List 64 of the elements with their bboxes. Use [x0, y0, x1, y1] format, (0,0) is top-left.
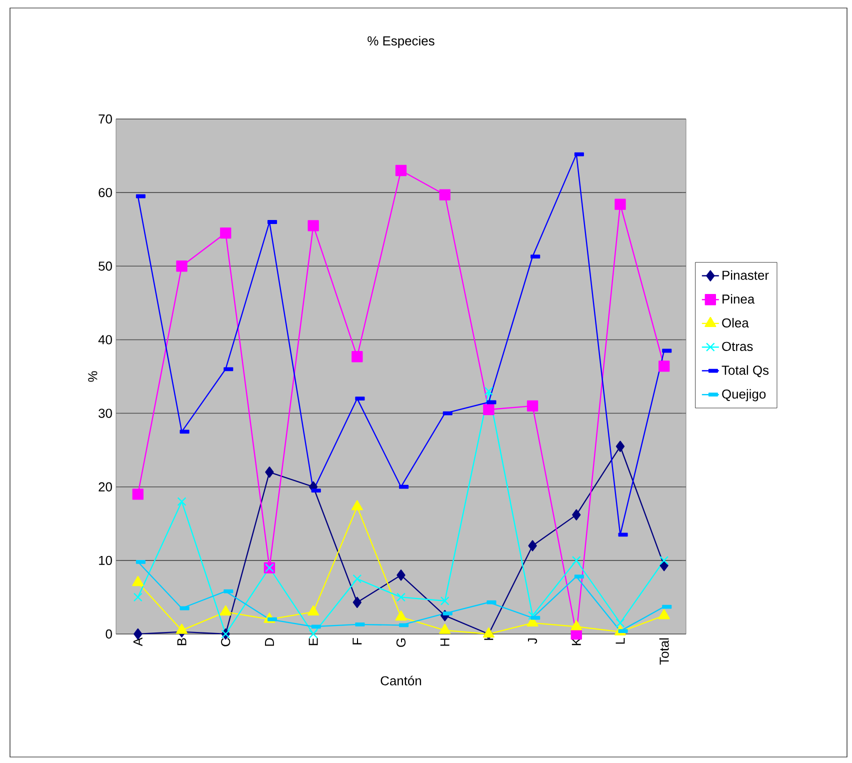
- x-tick-label: F: [352, 638, 362, 644]
- legend-label: Total Qs: [722, 365, 769, 378]
- point: [395, 610, 407, 621]
- x-tick-label: D: [265, 638, 274, 646]
- point: [308, 630, 318, 638]
- x-tick-label: H: [440, 638, 450, 646]
- point: [133, 592, 142, 602]
- y-tick-label: 70: [98, 114, 112, 124]
- point: [132, 576, 144, 586]
- legend-label: Pinea: [722, 294, 755, 304]
- point: [176, 624, 188, 634]
- point: [351, 500, 363, 510]
- point: [395, 164, 407, 176]
- legend-label: Olea: [722, 318, 749, 328]
- x-tick-label: E: [308, 638, 318, 646]
- y-tick-label: 50: [98, 262, 112, 271]
- point: [352, 596, 362, 608]
- point: [177, 497, 186, 506]
- point: [658, 609, 670, 620]
- point: [658, 360, 670, 372]
- point: [440, 596, 450, 606]
- point: [572, 509, 581, 520]
- x-tick-label: J: [528, 638, 538, 644]
- point: [352, 351, 363, 362]
- x-tick-label: Total: [659, 638, 669, 665]
- point: [616, 618, 625, 628]
- y-tick-label: 10: [99, 556, 112, 566]
- x-tick-label: A: [133, 638, 142, 646]
- y-tick-label: 60: [98, 188, 112, 198]
- point: [220, 227, 232, 239]
- legend-label: Otras: [722, 342, 753, 351]
- point: [616, 440, 625, 452]
- point: [439, 624, 451, 634]
- y-axis-title: %: [88, 371, 98, 382]
- point: [176, 260, 188, 272]
- legend-label: Pinaster: [722, 270, 769, 280]
- x-tick-label: B: [177, 638, 186, 646]
- point: [132, 488, 144, 500]
- point: [526, 400, 538, 412]
- y-tick-label: 20: [98, 482, 112, 492]
- point: [265, 466, 274, 478]
- x-tick-label: C: [221, 638, 230, 646]
- point: [352, 574, 362, 584]
- point: [396, 570, 406, 581]
- point: [308, 605, 320, 616]
- x-tick-label: G: [396, 638, 406, 647]
- legend-label: Quejigo: [722, 389, 766, 402]
- point: [439, 189, 450, 200]
- point: [220, 605, 232, 616]
- y-tick-label: 40: [98, 335, 112, 344]
- point: [483, 404, 494, 416]
- x-tick-label: L: [616, 638, 625, 644]
- chart-title: % Especies: [368, 36, 434, 48]
- point: [660, 556, 669, 565]
- x-axis-title: Cantón: [380, 676, 422, 686]
- point: [396, 592, 406, 602]
- point: [572, 556, 581, 565]
- point: [570, 620, 582, 630]
- point: [308, 220, 319, 232]
- point: [528, 540, 537, 552]
- y-tick-label: 0: [106, 629, 112, 639]
- point: [614, 198, 626, 210]
- y-tick-label: 30: [98, 408, 112, 418]
- point: [484, 386, 494, 396]
